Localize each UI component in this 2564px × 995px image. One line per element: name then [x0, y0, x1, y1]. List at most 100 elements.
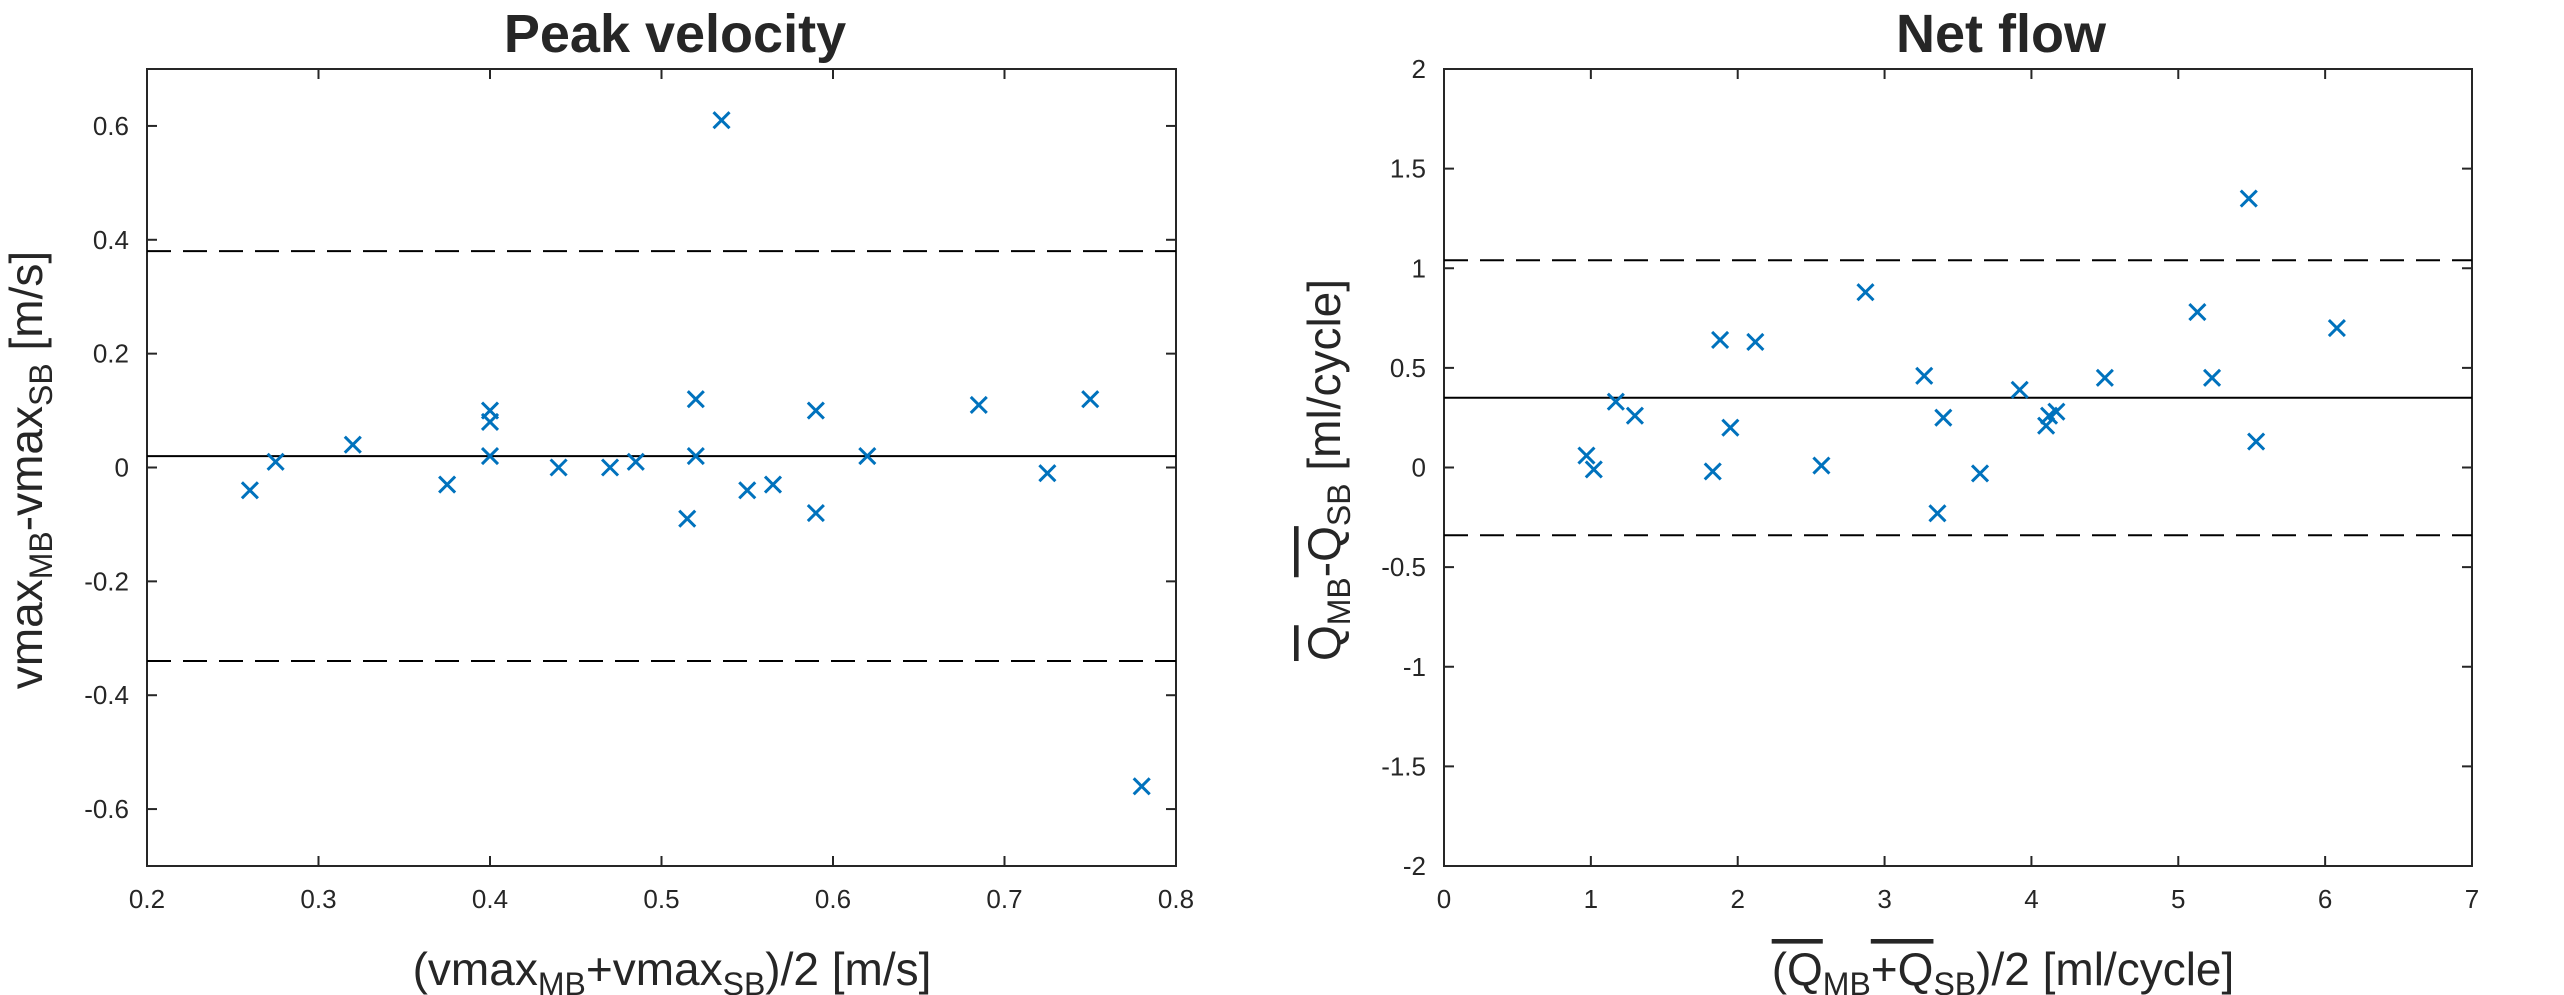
data-point — [1081, 390, 1100, 409]
label-subscript: MB — [538, 966, 586, 995]
label-part: -Q — [1298, 526, 1350, 577]
label-part: [ml/cycle] — [1298, 279, 1350, 483]
label-part: vmax — [0, 579, 52, 689]
data-point — [1132, 777, 1151, 796]
label-subscript: MB — [1823, 966, 1871, 995]
y-tick-label: 2 — [1412, 54, 1426, 84]
y-tick-label: 0.6 — [93, 111, 129, 141]
data-point — [1934, 408, 1953, 427]
label-subscript: SB — [1933, 966, 1976, 995]
data-point — [2188, 303, 2207, 322]
data-point — [1038, 464, 1057, 483]
data-point — [1812, 456, 1831, 475]
data-point — [678, 509, 697, 528]
x-axis-label: (vmaxMB+vmaxSB)/2 [m/s] — [413, 943, 932, 995]
data-point — [438, 475, 457, 494]
x-tick-label: 5 — [2171, 884, 2185, 914]
data-point — [686, 390, 705, 409]
y-tick-label: -2 — [1403, 851, 1426, 881]
y-tick-label: -0.6 — [84, 794, 129, 824]
x-axis-label: (QMB+QSB)/2 [ml/cycle] — [1772, 943, 2235, 995]
y-tick-label: 0 — [1412, 453, 1426, 483]
chart-title: Peak velocity — [504, 4, 846, 64]
data-point — [2095, 368, 2114, 387]
data-point — [1703, 462, 1722, 481]
x-tick-label: 0.2 — [129, 884, 165, 914]
label-part: Q — [1298, 625, 1350, 661]
data-point — [1915, 366, 1934, 385]
y-tick-label: -0.4 — [84, 680, 129, 710]
data-point — [2247, 432, 2266, 451]
data-point — [600, 458, 620, 477]
data-point — [549, 458, 568, 477]
x-tick-label: 0.3 — [300, 884, 336, 914]
label-part: +vmax — [586, 943, 723, 995]
x-tick-label: 0.5 — [643, 884, 679, 914]
y-tick-label: 0 — [115, 453, 129, 483]
label-subscript: SB — [723, 966, 766, 995]
data-point — [1625, 406, 1644, 425]
y-tick-label: -1 — [1403, 652, 1426, 682]
x-tick-label: 0 — [1437, 884, 1451, 914]
y-axis-label: vmaxMB-vmaxSB [m/s] — [0, 251, 59, 689]
x-tick-label: 0.6 — [815, 884, 851, 914]
data-point — [2010, 380, 2029, 399]
data-point — [1584, 460, 1603, 479]
x-tick-label: 7 — [2465, 884, 2479, 914]
label-part: )/2 [m/s] — [765, 943, 931, 995]
x-tick-label: 3 — [1877, 884, 1891, 914]
data-point — [626, 452, 645, 471]
data-point — [2202, 368, 2222, 387]
label-part: -vmax — [0, 406, 52, 531]
data-point — [969, 395, 988, 414]
x-tick-label: 2 — [1730, 884, 1744, 914]
x-tick-label: 0.8 — [1158, 884, 1194, 914]
data-point — [1928, 504, 1947, 523]
y-tick-label: -0.5 — [1381, 552, 1426, 582]
data-point — [763, 475, 783, 494]
data-point — [858, 447, 877, 466]
data-point — [738, 481, 757, 500]
data-point — [1711, 330, 1730, 350]
x-tick-label: 0.7 — [986, 884, 1022, 914]
y-tick-label: 1 — [1412, 253, 1426, 283]
data-point — [2037, 416, 2056, 435]
data-point — [343, 435, 362, 454]
y-tick-label: 0.5 — [1390, 353, 1426, 383]
data-point — [806, 401, 825, 420]
data-point — [806, 503, 825, 523]
label-part: (vmax — [413, 943, 538, 995]
data-point — [266, 452, 285, 471]
label-subscript: SB — [1321, 483, 1357, 526]
chart-title: Net flow — [1896, 4, 2107, 64]
data-point — [2239, 189, 2258, 208]
label-part: [m/s] — [0, 251, 52, 363]
label-subscript: MB — [1321, 577, 1357, 625]
label-part: )/2 [ml/cycle] — [1976, 943, 2234, 995]
label-subscript: SB — [23, 363, 59, 406]
y-tick-label: -1.5 — [1381, 751, 1426, 781]
label-part: (Q — [1772, 943, 1823, 995]
data-point — [1746, 332, 1765, 352]
data-point — [1577, 446, 1596, 465]
data-point — [2047, 402, 2066, 421]
x-tick-label: 0.4 — [472, 884, 508, 914]
data-point — [240, 481, 259, 500]
data-point — [480, 447, 500, 466]
y-tick-label: 0.2 — [93, 339, 129, 369]
axes-box — [1443, 68, 2473, 867]
data-point — [1721, 418, 1740, 437]
label-part: +Q — [1871, 943, 1934, 995]
y-axis-label: QMB-QSB [ml/cycle] — [1298, 279, 1357, 661]
x-tick-label: 6 — [2318, 884, 2332, 914]
y-tick-label: 0.4 — [93, 225, 129, 255]
y-tick-label: 1.5 — [1390, 154, 1426, 184]
label-subscript: MB — [23, 531, 59, 579]
data-point — [2327, 318, 2346, 338]
data-point — [1970, 464, 1990, 483]
y-tick-label: -0.2 — [84, 566, 129, 596]
peak-velocity-chart: 0.2 0.3 0.4 0.5 0.6 0.7 0.8 -0.6 -0.4 -0.2 0 0.2 0.4… — [0, 4, 1194, 995]
data-point — [712, 111, 731, 130]
